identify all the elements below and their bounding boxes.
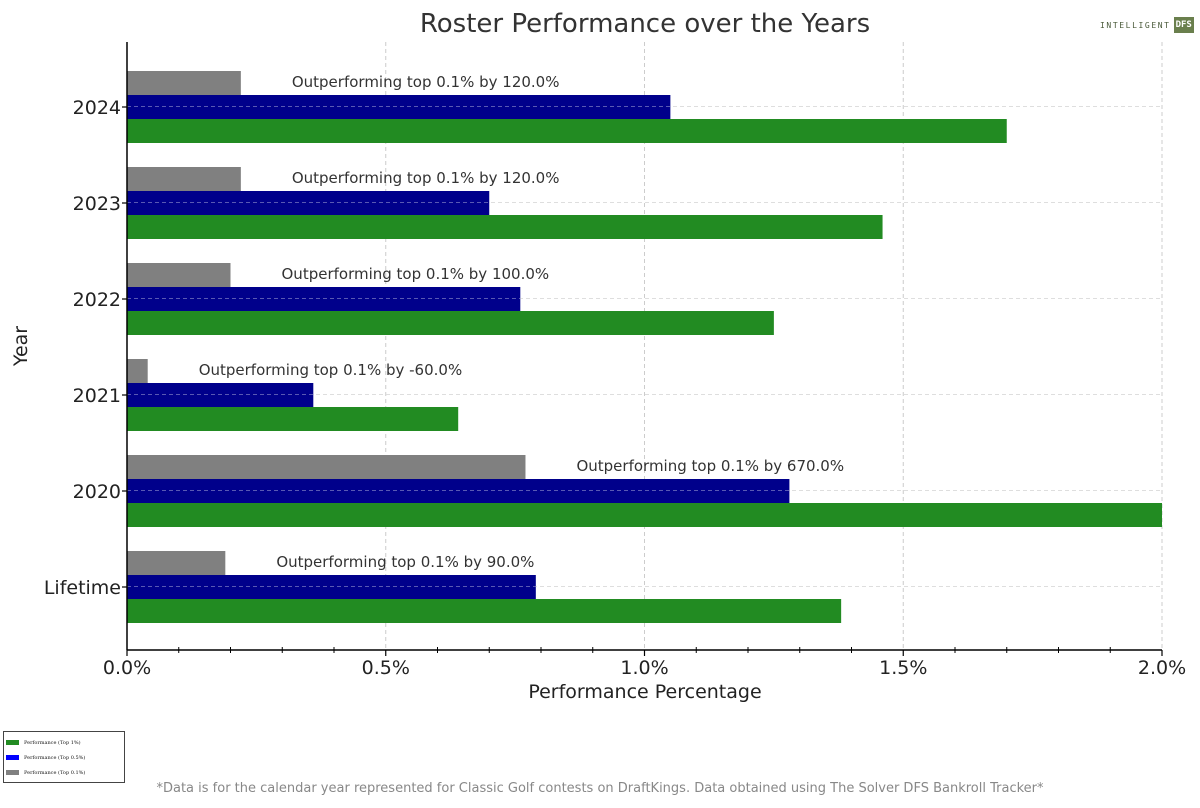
chart-title: Roster Performance over the Years	[420, 9, 870, 39]
y-tick-label: 2024	[73, 97, 121, 119]
annotation-label: Outperforming top 0.1% by 120.0%	[292, 73, 560, 91]
bar-2024-series-2	[127, 71, 241, 95]
y-tick-label: 2021	[73, 385, 121, 407]
legend-label-top1: Performance (Top 1%)	[24, 739, 81, 746]
legend-item-top1: Performance (Top 1%)	[6, 735, 122, 750]
bar-2020-series-0	[127, 503, 1162, 527]
legend-swatch-top05	[6, 755, 19, 760]
bar-lifetime-series-2	[127, 551, 226, 575]
annotation-label: Outperforming top 0.1% by -60.0%	[199, 361, 463, 379]
y-tick-label: 2020	[73, 481, 121, 503]
bar-2020-series-2	[127, 455, 526, 479]
bar-2022-series-1	[127, 287, 521, 311]
logo-text: INTELLIGENT	[1100, 20, 1171, 30]
annotation-label: Outperforming top 0.1% by 120.0%	[292, 169, 560, 187]
bar-2021-series-1	[127, 383, 314, 407]
bar-2022-series-0	[127, 311, 774, 335]
legend-label-top05: Performance (Top 0.5%)	[24, 754, 86, 761]
bar-2022-series-2	[127, 263, 231, 287]
bar-2023-series-1	[127, 191, 490, 215]
legend: Performance (Top 1%) Performance (Top 0.…	[3, 731, 125, 783]
x-tick-label: 0.5%	[362, 657, 410, 679]
x-axis-label: Performance Percentage	[528, 681, 761, 703]
bar-2021-series-2	[127, 359, 148, 383]
footnote: *Data is for the calendar year represent…	[156, 781, 1044, 796]
bar-2021-series-0	[127, 407, 459, 431]
bar-2023-series-2	[127, 167, 241, 191]
bar-2024-series-0	[127, 119, 1007, 143]
legend-swatch-top01	[6, 770, 19, 775]
bar-lifetime-series-1	[127, 575, 536, 599]
annotation-label: Outperforming top 0.1% by 90.0%	[276, 553, 534, 571]
y-tick-label: 2022	[73, 289, 121, 311]
legend-item-top05: Performance (Top 0.5%)	[6, 750, 122, 765]
annotation-label: Outperforming top 0.1% by 670.0%	[576, 457, 844, 475]
y-tick-label: 2023	[73, 193, 121, 215]
bar-2024-series-1	[127, 95, 671, 119]
x-tick-label: 2.0%	[1138, 657, 1186, 679]
bar-lifetime-series-0	[127, 599, 842, 623]
logo-box: DFS	[1173, 17, 1194, 33]
intelligent-dfs-logo: INTELLIGENT DFS	[1100, 12, 1194, 38]
annotation-label: Outperforming top 0.1% by 100.0%	[282, 265, 550, 283]
legend-swatch-top1	[6, 740, 19, 745]
y-axis-label: Year	[10, 326, 32, 367]
bar-2023-series-0	[127, 215, 883, 239]
legend-label-top01: Performance (Top 0.1%)	[24, 769, 86, 776]
bar-2020-series-1	[127, 479, 790, 503]
y-tick-label: Lifetime	[44, 577, 121, 599]
x-tick-label: 0.0%	[103, 657, 151, 679]
x-tick-label: 1.5%	[879, 657, 927, 679]
x-tick-label: 1.0%	[620, 657, 668, 679]
legend-item-top01: Performance (Top 0.1%)	[6, 765, 122, 780]
